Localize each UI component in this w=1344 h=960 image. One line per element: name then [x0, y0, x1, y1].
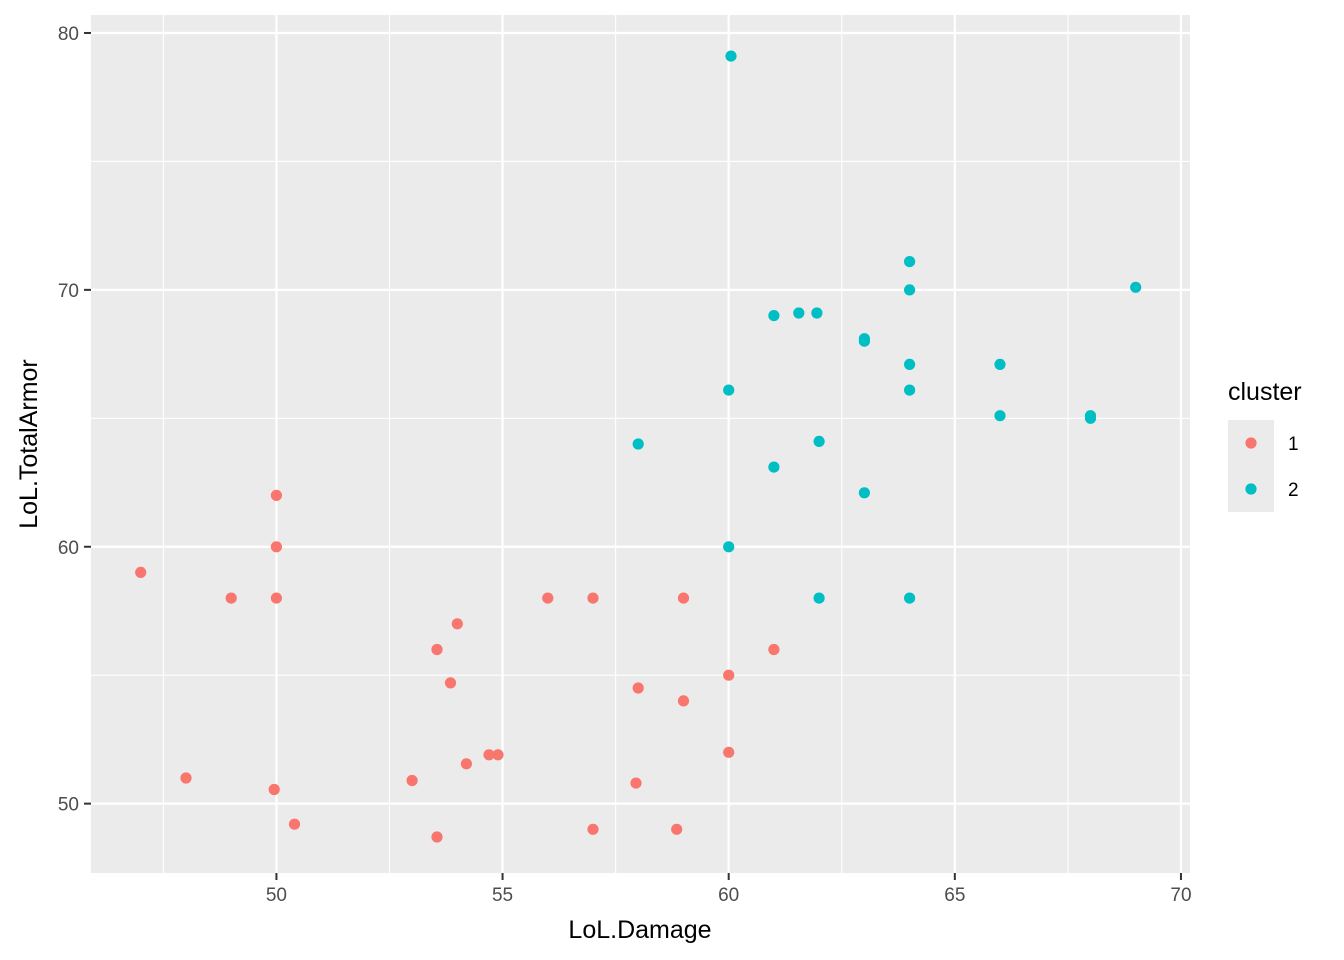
- data-point-cluster-1: [180, 772, 192, 784]
- data-point-cluster-1: [268, 783, 280, 796]
- major-gridlines: [91, 15, 1190, 873]
- y-axis: 50 60 70 80: [58, 24, 91, 816]
- data-point-cluster-1: [451, 618, 463, 630]
- data-point-cluster-1: [723, 669, 735, 681]
- x-tick-label: 70: [1170, 885, 1191, 906]
- data-point-cluster-1: [270, 489, 282, 501]
- legend-title: cluster: [1228, 378, 1302, 406]
- data-point-cluster-1: [632, 682, 644, 694]
- data-point-cluster-2: [811, 307, 823, 319]
- data-point-cluster-2: [858, 335, 871, 347]
- data-point-cluster-1: [431, 831, 443, 843]
- data-point-cluster-2: [813, 592, 825, 604]
- data-point-cluster-2: [1084, 412, 1097, 424]
- data-point-cluster-2: [904, 592, 916, 604]
- legend-key-1: [1245, 437, 1257, 449]
- data-point-cluster-1: [431, 643, 443, 656]
- data-point-cluster-1: [587, 592, 599, 604]
- x-tick-label: 50: [266, 885, 287, 906]
- data-point-cluster-1: [270, 541, 282, 553]
- x-tick-label: 55: [492, 885, 513, 906]
- data-point-cluster-1: [288, 818, 301, 830]
- data-point-cluster-1: [460, 758, 472, 770]
- data-point-cluster-2: [904, 358, 916, 370]
- data-point-cluster-2: [904, 256, 916, 268]
- legend: cluster 1 2: [1228, 378, 1302, 512]
- data-point-cluster-1: [677, 592, 690, 604]
- y-tick-label: 60: [58, 538, 79, 559]
- data-point-cluster-2: [793, 307, 805, 319]
- data-point-cluster-1: [677, 695, 690, 707]
- data-point-cluster-2: [632, 438, 644, 450]
- data-point-cluster-2: [768, 461, 780, 473]
- data-point-cluster-1: [768, 643, 780, 656]
- data-point-cluster-2: [1130, 281, 1142, 293]
- data-point-cluster-2: [994, 410, 1006, 422]
- data-points: [135, 50, 1142, 843]
- data-point-cluster-2: [813, 435, 825, 447]
- y-tick-label: 50: [58, 795, 79, 816]
- data-point-cluster-1: [135, 566, 147, 579]
- legend-label-1: 1: [1288, 434, 1299, 455]
- data-point-cluster-2: [768, 310, 780, 322]
- data-point-cluster-1: [225, 592, 237, 604]
- y-axis-title: LoL.TotalArmor: [15, 359, 43, 529]
- data-point-cluster-1: [671, 823, 683, 835]
- data-point-cluster-2: [904, 284, 916, 296]
- x-axis-title: LoL.Damage: [568, 916, 711, 944]
- legend-label-2: 2: [1288, 480, 1299, 501]
- data-point-cluster-1: [723, 746, 735, 758]
- data-point-cluster-2: [723, 541, 735, 553]
- data-point-cluster-2: [904, 384, 916, 396]
- data-point-cluster-1: [542, 592, 554, 604]
- minor-gridlines: [91, 15, 1190, 873]
- data-point-cluster-1: [587, 823, 599, 835]
- data-point-cluster-2: [858, 487, 871, 499]
- x-tick-label: 65: [944, 885, 965, 906]
- data-point-cluster-1: [492, 749, 504, 761]
- legend-key-2: [1245, 483, 1257, 495]
- y-tick-label: 80: [58, 24, 79, 45]
- data-point-cluster-2: [994, 358, 1006, 370]
- x-axis: 50 55 60 65 70: [266, 873, 1192, 906]
- data-point-cluster-1: [270, 592, 282, 604]
- x-tick-label: 60: [718, 885, 739, 906]
- data-point-cluster-2: [723, 384, 735, 396]
- y-tick-label: 70: [58, 281, 79, 302]
- data-point-cluster-2: [725, 50, 737, 62]
- data-point-cluster-1: [630, 777, 642, 789]
- data-point-cluster-1: [444, 677, 457, 689]
- data-point-cluster-1: [406, 774, 418, 787]
- data-point-cluster-1: [483, 749, 495, 761]
